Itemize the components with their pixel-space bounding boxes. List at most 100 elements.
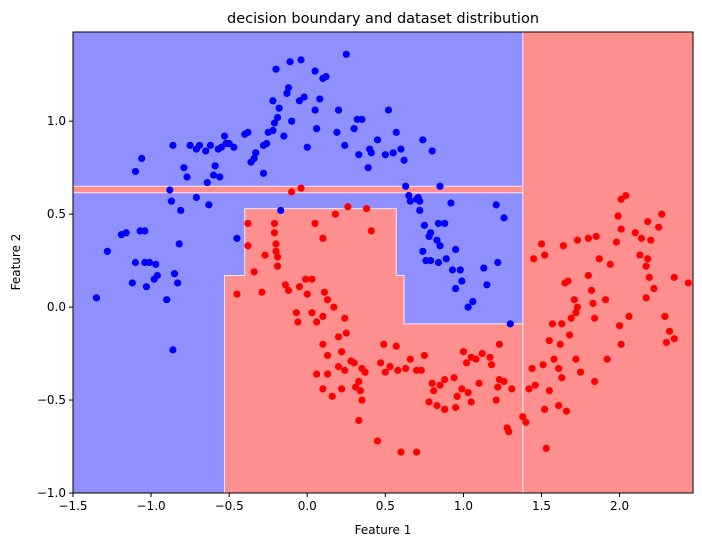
point-class-1 — [612, 238, 621, 246]
point-class-0 — [170, 270, 179, 278]
point-class-0 — [452, 284, 460, 293]
point-class-1 — [417, 366, 425, 374]
point-class-1 — [363, 204, 371, 213]
point-class-0 — [131, 258, 140, 267]
point-class-0 — [469, 297, 477, 306]
point-class-1 — [595, 255, 603, 263]
point-class-1 — [441, 376, 449, 384]
point-class-1 — [528, 364, 536, 373]
point-class-1 — [472, 355, 480, 363]
point-class-0 — [402, 182, 410, 190]
point-class-1 — [573, 303, 582, 311]
point-class-0 — [400, 156, 408, 164]
point-class-1 — [645, 273, 653, 281]
point-class-0 — [277, 206, 285, 215]
x-tick-label: 2.0 — [610, 499, 629, 513]
point-class-1 — [601, 296, 610, 304]
point-class-1 — [341, 314, 349, 322]
point-class-0 — [211, 162, 219, 170]
point-class-0 — [405, 191, 413, 200]
point-class-0 — [284, 84, 293, 92]
point-class-1 — [412, 448, 421, 456]
point-class-1 — [373, 437, 382, 445]
point-class-1 — [394, 366, 402, 374]
point-class-0 — [203, 178, 211, 187]
point-class-1 — [615, 322, 624, 330]
point-class-1 — [323, 296, 332, 304]
point-class-0 — [333, 128, 341, 136]
x-tick-label: −1.5 — [58, 499, 87, 513]
point-class-1 — [420, 351, 428, 360]
chart-title: decision boundary and dataset distributi… — [227, 11, 539, 27]
point-class-0 — [270, 119, 279, 127]
point-class-1 — [576, 368, 585, 376]
point-class-1 — [522, 418, 530, 426]
point-class-0 — [313, 125, 321, 133]
point-class-1 — [642, 262, 650, 270]
point-class-1 — [573, 236, 582, 244]
point-class-1 — [344, 203, 352, 211]
point-class-0 — [283, 89, 291, 97]
point-class-1 — [273, 253, 282, 261]
point-class-1 — [352, 383, 360, 391]
y-tick-label: −1.0 — [37, 486, 66, 500]
point-class-1 — [603, 355, 611, 363]
point-class-1 — [555, 402, 563, 410]
point-class-1 — [350, 359, 358, 367]
y-tick-label: 0.5 — [47, 207, 66, 221]
point-class-1 — [591, 314, 599, 322]
point-class-1 — [572, 355, 580, 363]
point-class-1 — [453, 392, 461, 400]
point-class-1 — [397, 448, 405, 456]
point-class-0 — [259, 169, 268, 177]
point-class-0 — [397, 145, 405, 153]
point-class-1 — [288, 188, 296, 196]
point-class-1 — [537, 240, 546, 248]
point-class-0 — [389, 149, 397, 157]
point-class-0 — [128, 279, 136, 287]
x-axis-label: Feature 1 — [355, 523, 412, 537]
point-class-1 — [548, 320, 557, 328]
point-class-0 — [456, 266, 464, 274]
point-class-0 — [180, 164, 188, 172]
point-class-1 — [452, 403, 460, 412]
point-class-1 — [284, 286, 293, 294]
x-tick-label: 1.0 — [454, 499, 473, 513]
point-class-1 — [545, 336, 553, 345]
point-class-1 — [475, 379, 483, 387]
point-class-1 — [430, 387, 438, 395]
point-class-1 — [308, 275, 316, 283]
point-class-1 — [441, 405, 449, 413]
point-class-1 — [566, 331, 574, 339]
point-class-1 — [459, 348, 468, 356]
point-class-1 — [319, 234, 327, 242]
point-class-1 — [380, 340, 388, 348]
point-class-1 — [355, 377, 363, 386]
point-class-0 — [141, 227, 149, 235]
point-class-1 — [636, 251, 644, 259]
point-class-1 — [530, 255, 538, 263]
point-class-1 — [665, 327, 674, 335]
point-class-1 — [631, 229, 639, 237]
point-class-1 — [637, 234, 646, 242]
point-class-1 — [250, 268, 258, 276]
point-class-0 — [311, 106, 319, 114]
point-class-0 — [174, 279, 182, 287]
point-class-1 — [319, 312, 327, 321]
point-class-1 — [244, 219, 252, 228]
point-class-0 — [441, 219, 449, 228]
point-class-0 — [381, 151, 389, 159]
point-class-0 — [177, 206, 185, 215]
point-class-1 — [433, 402, 441, 410]
point-class-0 — [447, 199, 455, 207]
point-class-0 — [392, 128, 400, 136]
point-class-0 — [434, 258, 443, 267]
point-class-1 — [311, 219, 319, 228]
point-class-1 — [539, 361, 547, 369]
point-class-0 — [192, 193, 200, 202]
point-class-0 — [92, 294, 101, 302]
point-class-1 — [542, 444, 550, 452]
point-class-1 — [545, 387, 553, 395]
point-class-1 — [478, 349, 486, 358]
point-class-0 — [406, 197, 414, 205]
